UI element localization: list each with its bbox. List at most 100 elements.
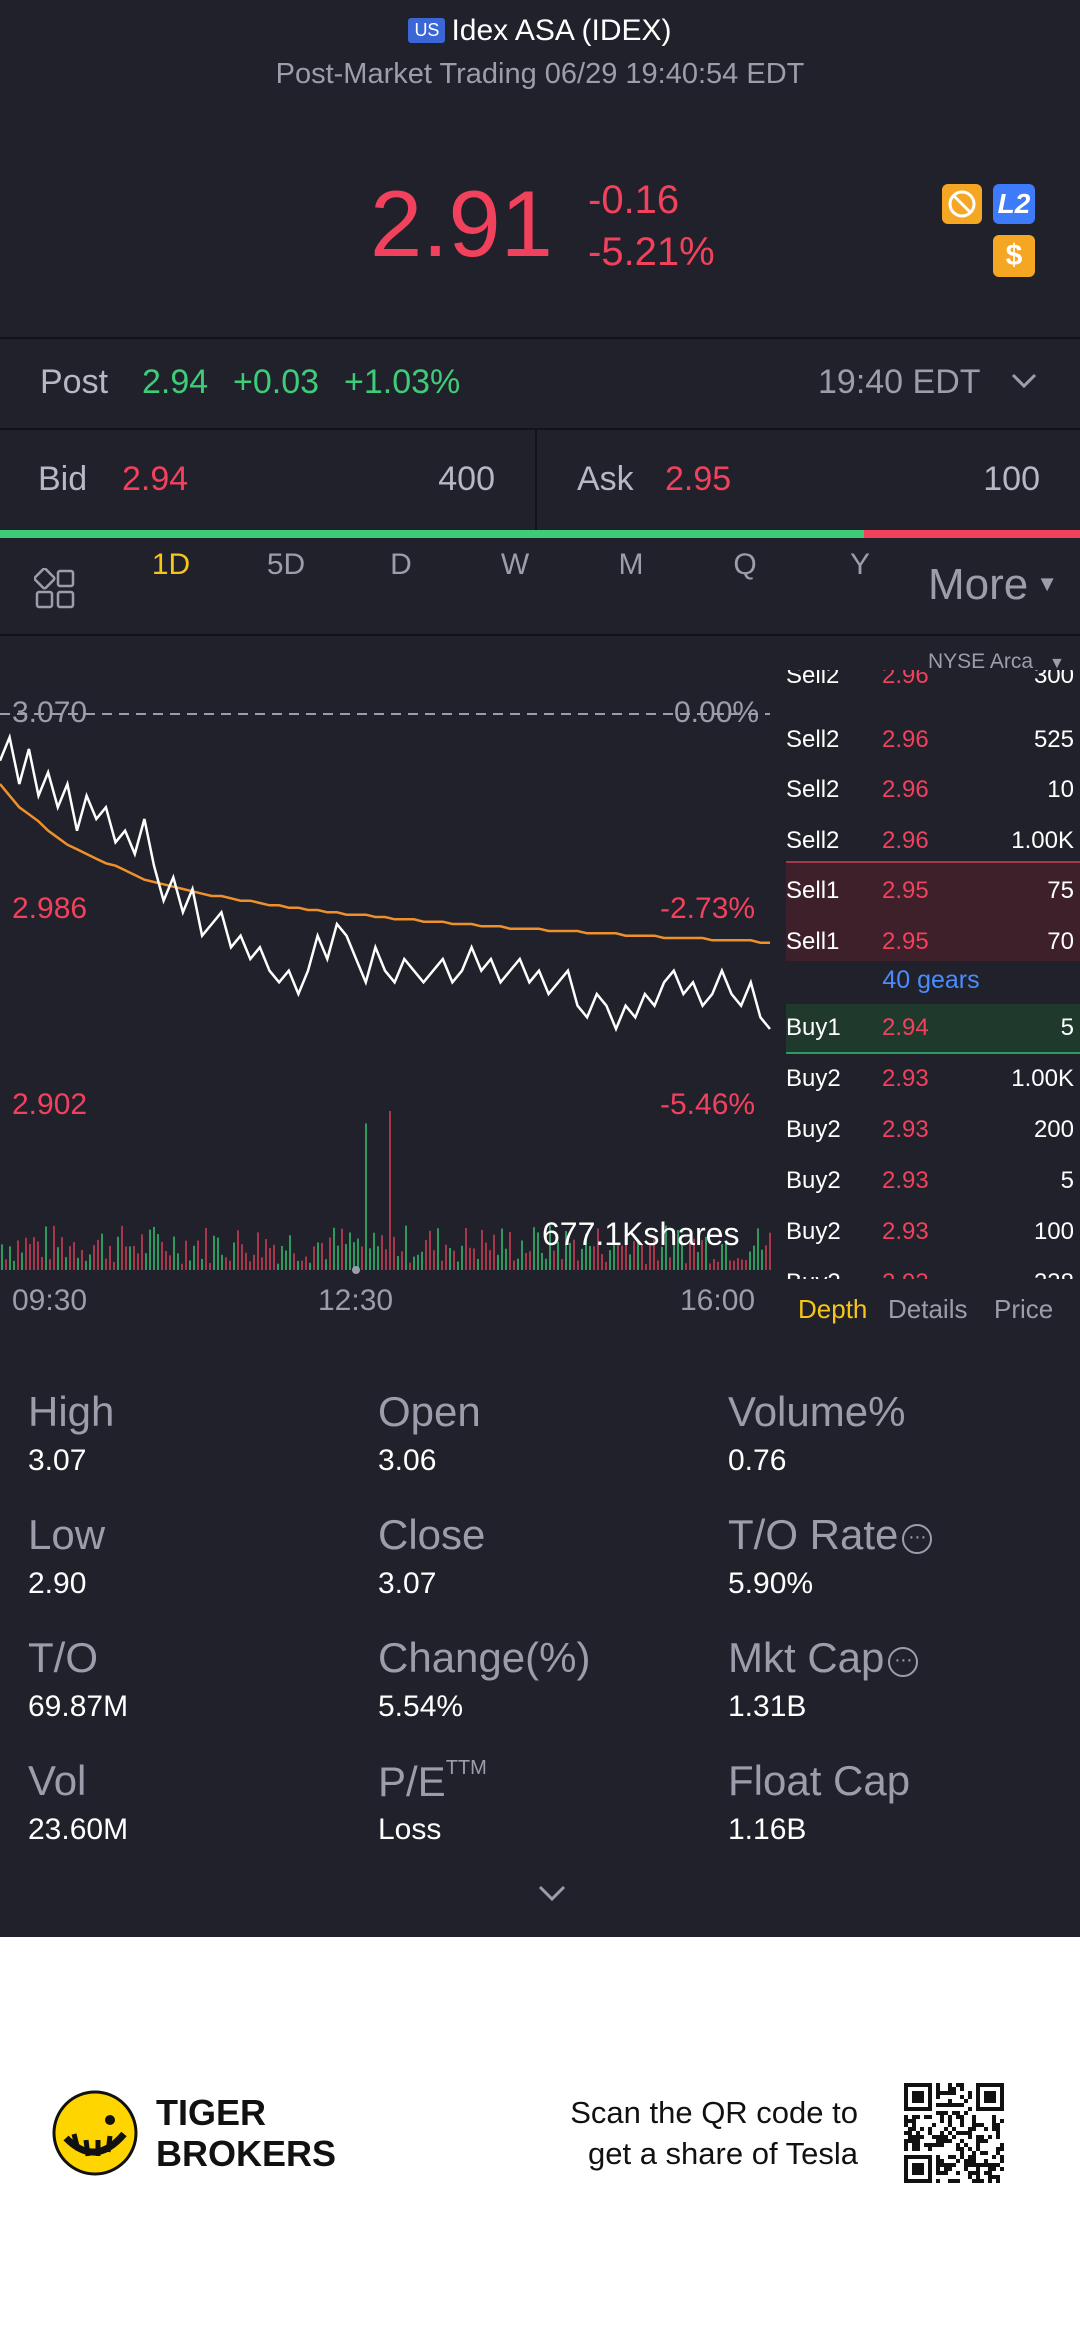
bid-size: 400 [438, 460, 495, 498]
stat-to-label: T/O [28, 1634, 98, 1681]
volume-bar [661, 1246, 663, 1270]
gears-toggle[interactable]: 40 gears [882, 966, 980, 994]
tab-d[interactable]: D [390, 548, 412, 581]
bid-panel: Bid 2.94 400 [0, 430, 535, 530]
volume-bar [93, 1245, 95, 1270]
info-icon[interactable]: ⋯ [888, 1647, 919, 1677]
volume-bar [65, 1257, 67, 1270]
buy-row[interactable]: Buy2 2.93 200 [786, 1116, 1074, 1143]
post-market-row[interactable]: Post 2.94 +0.03 +1.03% 19:40 EDT [0, 339, 1080, 431]
volume-bar [365, 1123, 367, 1270]
sell-row[interactable]: Sell1 2.95 75 [786, 877, 1074, 904]
sell-row[interactable]: Sell2 2.96 1.00K [786, 827, 1074, 854]
volume-bar [629, 1254, 631, 1270]
price-change: -0.16 [588, 178, 680, 222]
sell-row[interactable]: Sell2 2.96 300 [786, 670, 1074, 689]
volume-bar [161, 1241, 163, 1270]
tab-1d[interactable]: 1D [151, 548, 191, 581]
bid-ratio-fill [0, 530, 864, 538]
trading-status: Post-Market Trading 06/29 19:40:54 EDT [275, 58, 805, 90]
volume-bar [733, 1260, 735, 1270]
bid-price: 2.94 [122, 460, 189, 498]
time-marker-dot [352, 1266, 360, 1274]
qr-code[interactable] [904, 2083, 1004, 2183]
sell-row[interactable]: Sell1 2.95 70 [786, 928, 1074, 955]
volume-bar [313, 1246, 315, 1270]
volume-bar [229, 1260, 231, 1270]
sell-row[interactable]: Sell2 2.96 10 [786, 776, 1074, 803]
tab-depth[interactable]: Depth [798, 1294, 868, 1324]
volume-bar [653, 1239, 655, 1270]
promo-line2: get a share of Tesla [588, 2136, 858, 2171]
volume-bar [9, 1246, 11, 1270]
volume-bar [245, 1252, 247, 1270]
volume-bar [449, 1247, 451, 1270]
stat-high-label: High [28, 1388, 115, 1435]
price-line [0, 733, 771, 1033]
buy-row[interactable]: Buy2 2.93 5 [786, 1167, 1074, 1194]
volume-bar [381, 1235, 383, 1270]
volume-bar [21, 1252, 23, 1270]
volume-bar [749, 1251, 751, 1270]
no-short-icon[interactable] [942, 184, 982, 224]
volume-bar [621, 1245, 623, 1270]
volume-bar [557, 1241, 559, 1270]
footer-promo: TIGER BROKERS Scan the QR code to get a … [0, 1937, 1080, 2329]
volume-bar [433, 1250, 435, 1270]
volume-bar [697, 1252, 699, 1270]
volume-bar [41, 1256, 43, 1270]
volume-bar [265, 1239, 267, 1270]
price-change-pct: -5.21% [588, 230, 715, 274]
volume-bar [369, 1248, 371, 1270]
volume-bar [657, 1260, 659, 1270]
expand-chevron-icon[interactable] [536, 1882, 568, 1909]
volume-bar [437, 1228, 439, 1270]
exchange-selector[interactable]: NYSE Arca ▼ [928, 650, 1065, 673]
volume-bar [613, 1231, 615, 1270]
volume-bar [13, 1260, 15, 1270]
volume-bar [349, 1232, 351, 1270]
volume-bar [609, 1250, 611, 1270]
volume-bar [29, 1244, 31, 1270]
prev-close-label: 3.070 [12, 696, 88, 729]
volume-bar [73, 1242, 75, 1270]
tab-y[interactable]: Y [849, 548, 870, 581]
volume-bar [569, 1242, 571, 1270]
mid-pct-label: -2.73% [660, 892, 756, 925]
more-dropdown[interactable]: More ▼ [928, 560, 1059, 609]
volume-bar [413, 1256, 415, 1270]
stock-title: Idex ASA (IDEX) [451, 14, 672, 47]
tab-w[interactable]: W [500, 548, 530, 581]
bid-ask-ratio-bar [0, 530, 1080, 538]
l2-icon[interactable]: L2 [993, 184, 1035, 224]
volume-bar [49, 1259, 51, 1270]
tab-q[interactable]: Q [733, 548, 757, 581]
volume-bar [405, 1225, 407, 1270]
tab-m[interactable]: M [618, 548, 644, 581]
tab-details[interactable]: Details [888, 1294, 968, 1324]
intraday-chart[interactable] [0, 636, 780, 1276]
volume-bar [645, 1263, 647, 1270]
buy-row[interactable]: Buy2 2.93 1.00K [786, 1065, 1074, 1092]
volume-bar [625, 1244, 627, 1270]
tab-5d[interactable]: 5D [266, 548, 306, 581]
chevron-down-icon[interactable] [1010, 371, 1038, 396]
sell-row[interactable]: Sell2 2.96 525 [786, 726, 1074, 753]
volume-bar [281, 1245, 283, 1270]
dollar-icon[interactable]: $ [993, 235, 1035, 277]
volume-bar [761, 1249, 763, 1270]
volume-bar [321, 1242, 323, 1270]
volume-bar [5, 1259, 7, 1270]
buy-row[interactable]: Buy2 2.93 100 [786, 1218, 1074, 1245]
average-price-line [0, 783, 770, 944]
grid-layout-icon[interactable] [33, 567, 76, 615]
info-icon[interactable]: ⋯ [902, 1524, 933, 1554]
volume-bar [277, 1263, 279, 1270]
volume-bar [173, 1236, 175, 1270]
volume-bar [497, 1254, 499, 1270]
volume-bar [525, 1252, 527, 1270]
tab-price[interactable]: Price [994, 1294, 1054, 1324]
stat-to-value: 69.87M [28, 1690, 129, 1723]
buy-row[interactable]: Buy1 2.94 5 [786, 1014, 1074, 1041]
